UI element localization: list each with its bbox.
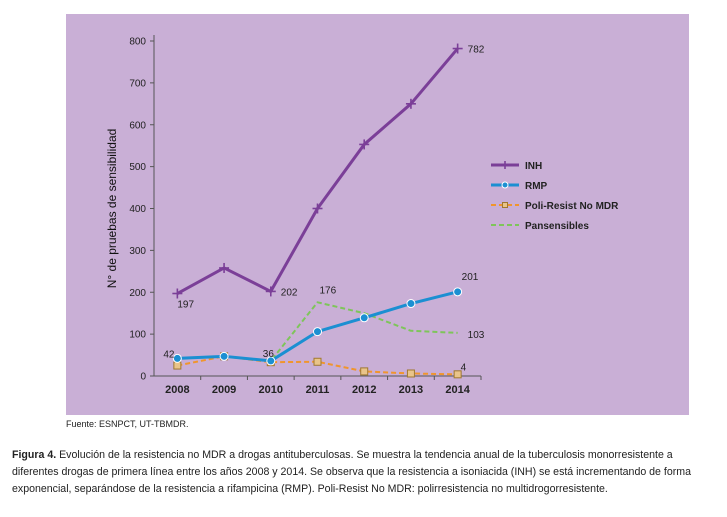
y-tick-label: 300 — [129, 246, 146, 257]
caption-text: Evolución de la resistencia no MDR a dro… — [12, 449, 691, 495]
data-point-rmp — [172, 353, 182, 363]
series-line-pansensibles — [177, 301, 458, 362]
x-tick-label: 2008 — [165, 384, 189, 396]
data-point-poli-resist-no-mdr — [406, 369, 415, 378]
y-tick-label: 100 — [129, 330, 146, 341]
x-tick-label: 2013 — [399, 384, 423, 396]
data-point-rmp — [453, 287, 463, 297]
data-label: 36 — [263, 349, 275, 360]
legend-marker-rmp — [501, 181, 509, 189]
y-tick-label: 500 — [129, 162, 146, 173]
data-point-rmp — [313, 327, 322, 337]
data-point-poli-resist-no-mdr — [173, 361, 182, 370]
y-tick-label: 800 — [129, 37, 146, 48]
y-axis-title: N° de pruebas de sensibilidad — [105, 129, 119, 289]
data-label: 197 — [177, 300, 194, 311]
x-tick-label: 2012 — [352, 384, 376, 396]
data-point-poli-resist-no-mdr — [453, 370, 462, 379]
y-tick-label: 400 — [129, 204, 146, 215]
data-label: 4 — [461, 362, 467, 373]
data-point-rmp — [219, 351, 229, 361]
y-tick-label: 0 — [140, 372, 146, 383]
data-label: 103 — [468, 330, 485, 341]
legend-label-inh: INH — [525, 161, 542, 172]
data-point-rmp — [266, 356, 276, 366]
legend-label-poli-resist-no-mdr: Poli-Resist No MDR — [525, 201, 619, 212]
x-tick-label: 2011 — [306, 384, 330, 396]
y-tick-label: 700 — [129, 78, 146, 89]
y-tick-label: 600 — [129, 120, 146, 131]
figure-panel: 0 100 200 300 400 500 600 700 800 2008 2009 2010 201… — [66, 14, 689, 415]
source-note: Fuente: ESNPCT, UT-TBMDR. — [66, 419, 189, 429]
line-chart: 0 100 200 300 400 500 600 700 800 2008 2009 2010 201… — [105, 35, 619, 396]
legend-label-rmp: RMP — [525, 181, 548, 192]
data-point-rmp — [406, 299, 416, 309]
series-line-inh — [176, 47, 459, 295]
data-label: 201 — [462, 272, 479, 283]
data-label: 176 — [320, 285, 337, 296]
data-point-rmp — [359, 313, 369, 323]
data-point-poli-resist-no-mdr — [360, 367, 369, 376]
data-label: 782 — [468, 45, 485, 56]
x-tick-label: 2014 — [445, 384, 470, 396]
data-label: 42 — [163, 349, 175, 360]
data-point-poli-resist-no-mdr — [313, 357, 322, 366]
legend-marker-poli-resist-no-mdr — [502, 202, 508, 208]
legend-label-pansensibles: Pansensibles — [525, 221, 589, 232]
caption-label: Figura 4. — [12, 449, 57, 461]
x-tick-label: 2010 — [259, 384, 283, 396]
y-tick-label: 200 — [129, 288, 146, 299]
x-tick-label: 2009 — [212, 384, 236, 396]
figure-caption: Figura 4. Evolución de la resistencia no… — [12, 447, 718, 498]
data-label: 202 — [281, 287, 298, 298]
